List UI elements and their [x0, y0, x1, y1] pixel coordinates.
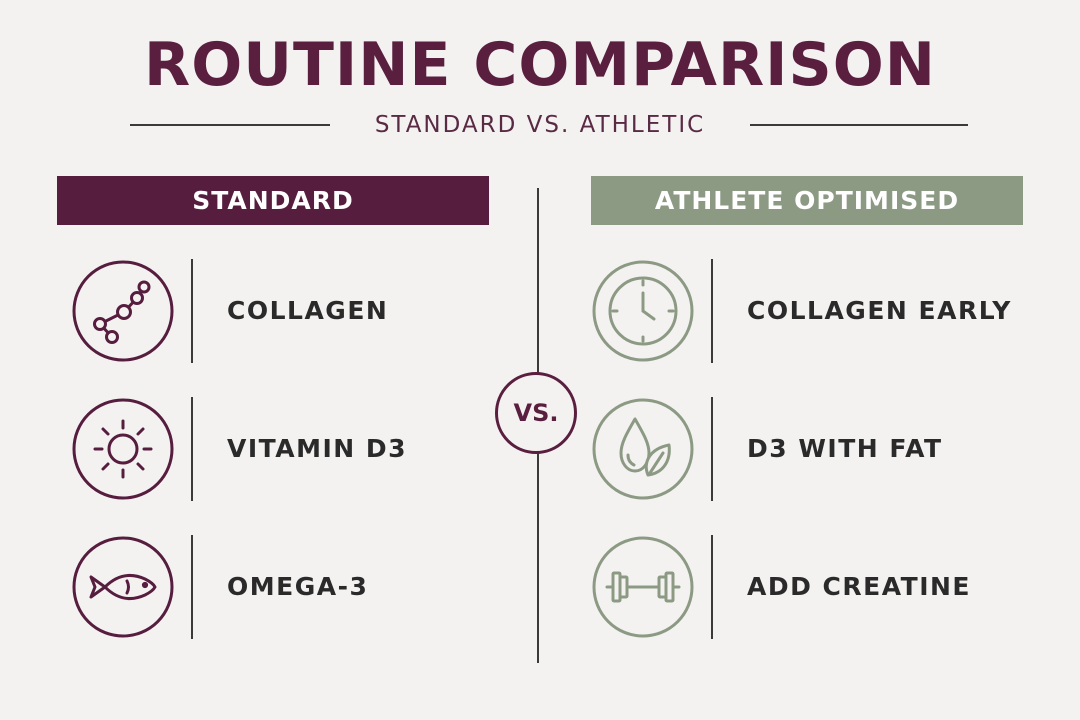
item-separator [711, 535, 713, 639]
item-label: ADD CREATINE [747, 572, 971, 601]
subtitle-row: STANDARD VS. ATHLETIC [0, 110, 1080, 140]
page-subtitle: STANDARD VS. ATHLETIC [374, 112, 706, 138]
standard-item-omega-3: OMEGA-3 [71, 535, 511, 639]
standard-item-vitamin-d3: VITAMIN D3 [71, 397, 511, 501]
item-label: COLLAGEN [227, 296, 389, 325]
athletic-item-add-creatine: ADD CREATINE [591, 535, 1071, 639]
athletic-item-collagen-early: COLLAGEN EARLY [591, 259, 1071, 363]
vs-badge: VS. [495, 372, 577, 454]
subtitle-rule-right [750, 124, 968, 126]
item-separator [191, 535, 193, 639]
dumbbell-icon [591, 535, 695, 639]
fish-icon [71, 535, 175, 639]
item-label: D3 WITH FAT [747, 434, 943, 463]
subtitle-rule-left [130, 124, 330, 126]
item-label: VITAMIN D3 [227, 434, 408, 463]
standard-item-collagen: COLLAGEN [71, 259, 511, 363]
page-title: ROUTINE COMPARISON [144, 30, 936, 100]
athletic-column-header: ATHLETE OPTIMISED [591, 176, 1023, 225]
clock-icon [591, 259, 695, 363]
item-separator [711, 259, 713, 363]
athletic-item-d3-with-fat: D3 WITH FAT [591, 397, 1071, 501]
drop-leaf-icon [591, 397, 695, 501]
item-separator [711, 397, 713, 501]
item-separator [191, 259, 193, 363]
item-label: OMEGA-3 [227, 572, 369, 601]
standard-column-header: STANDARD [57, 176, 489, 225]
molecule-icon [71, 259, 175, 363]
item-label: COLLAGEN EARLY [747, 296, 1012, 325]
sun-icon [71, 397, 175, 501]
item-separator [191, 397, 193, 501]
